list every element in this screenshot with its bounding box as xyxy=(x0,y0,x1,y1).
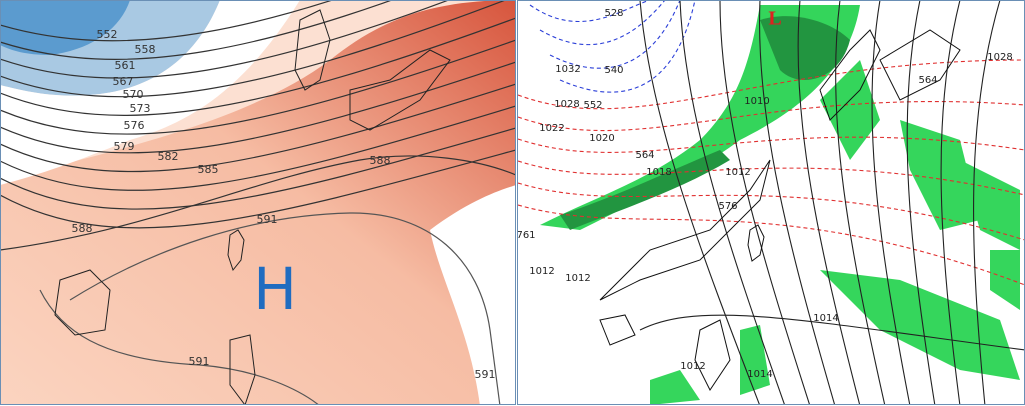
contour-label: 552 xyxy=(97,28,118,41)
contour xyxy=(1,39,515,135)
isobar xyxy=(797,1,861,404)
contour-label: 558 xyxy=(135,43,156,56)
contour-label: 564 xyxy=(918,75,937,86)
low-pressure-marker: L xyxy=(768,8,781,30)
isobar xyxy=(719,1,810,404)
left-frame xyxy=(0,0,516,405)
contour-label: 591 xyxy=(257,213,278,226)
contour-label: 564 xyxy=(635,150,654,161)
isobar xyxy=(940,1,961,404)
precipitation xyxy=(540,5,1020,404)
contour-label: 1018 xyxy=(646,167,671,178)
contour-label: 591 xyxy=(475,368,496,381)
contour-label: 1012 xyxy=(565,273,590,284)
contour-label: 1028 xyxy=(554,99,579,110)
height-contour xyxy=(518,204,1024,286)
isobar xyxy=(679,1,785,404)
contour-label: 576 xyxy=(124,119,145,132)
contour-label: 552 xyxy=(583,100,602,111)
isobar xyxy=(639,1,760,404)
contour-label: 567 xyxy=(113,75,134,88)
contour-label: 761 xyxy=(516,230,535,241)
contour-label: 585 xyxy=(198,163,219,176)
contour xyxy=(1,83,515,173)
contour xyxy=(1,17,515,116)
contour-label: 579 xyxy=(114,140,135,153)
contour-label: 1028 xyxy=(987,52,1012,63)
contour-label: 576 xyxy=(718,201,737,212)
contour-label: 588 xyxy=(72,222,93,235)
contour-label: 1010 xyxy=(744,96,769,107)
right-map: 528 540 552 564 564 576 1032 1028 1028 1022 1020 10… xyxy=(516,1,1024,404)
contour-label: 540 xyxy=(604,65,623,76)
height-contour xyxy=(518,59,1024,110)
height-contour xyxy=(518,160,1024,196)
contour-label: 588 xyxy=(370,154,391,167)
contour xyxy=(1,1,332,42)
contour-label: 570 xyxy=(123,88,144,101)
contour-label: 528 xyxy=(604,8,623,19)
contour-label: 1012 xyxy=(529,266,554,277)
contour xyxy=(1,1,391,60)
contour-label: 582 xyxy=(158,150,179,163)
contour-label: 561 xyxy=(115,59,136,72)
isobar xyxy=(759,1,835,404)
contour-label: 573 xyxy=(130,102,151,115)
height-contour xyxy=(518,136,1024,153)
contour-label: 1014 xyxy=(747,369,772,380)
high-pressure-marker: H xyxy=(253,255,297,323)
height-contour xyxy=(559,1,696,93)
height-contour xyxy=(539,1,665,46)
contour xyxy=(1,61,515,154)
height-contour xyxy=(518,100,1024,132)
height-contour xyxy=(529,1,649,23)
isobar xyxy=(835,1,886,404)
contour-label: 1012 xyxy=(725,167,750,178)
contour-label: 1014 xyxy=(813,313,838,324)
contour-label: 1032 xyxy=(555,64,580,75)
isobar xyxy=(639,314,1024,351)
contour xyxy=(1,1,505,98)
height-contour xyxy=(549,1,681,69)
contour-label: 1022 xyxy=(539,123,564,134)
isobar xyxy=(906,1,936,404)
contour-label: 1020 xyxy=(589,133,614,144)
isobar xyxy=(871,1,911,404)
contour-label: 1012 xyxy=(680,361,705,372)
contour xyxy=(1,105,515,191)
contour-label: 591 xyxy=(189,355,210,368)
contour xyxy=(1,1,448,79)
contour xyxy=(1,149,515,229)
height-contour xyxy=(518,182,1024,241)
